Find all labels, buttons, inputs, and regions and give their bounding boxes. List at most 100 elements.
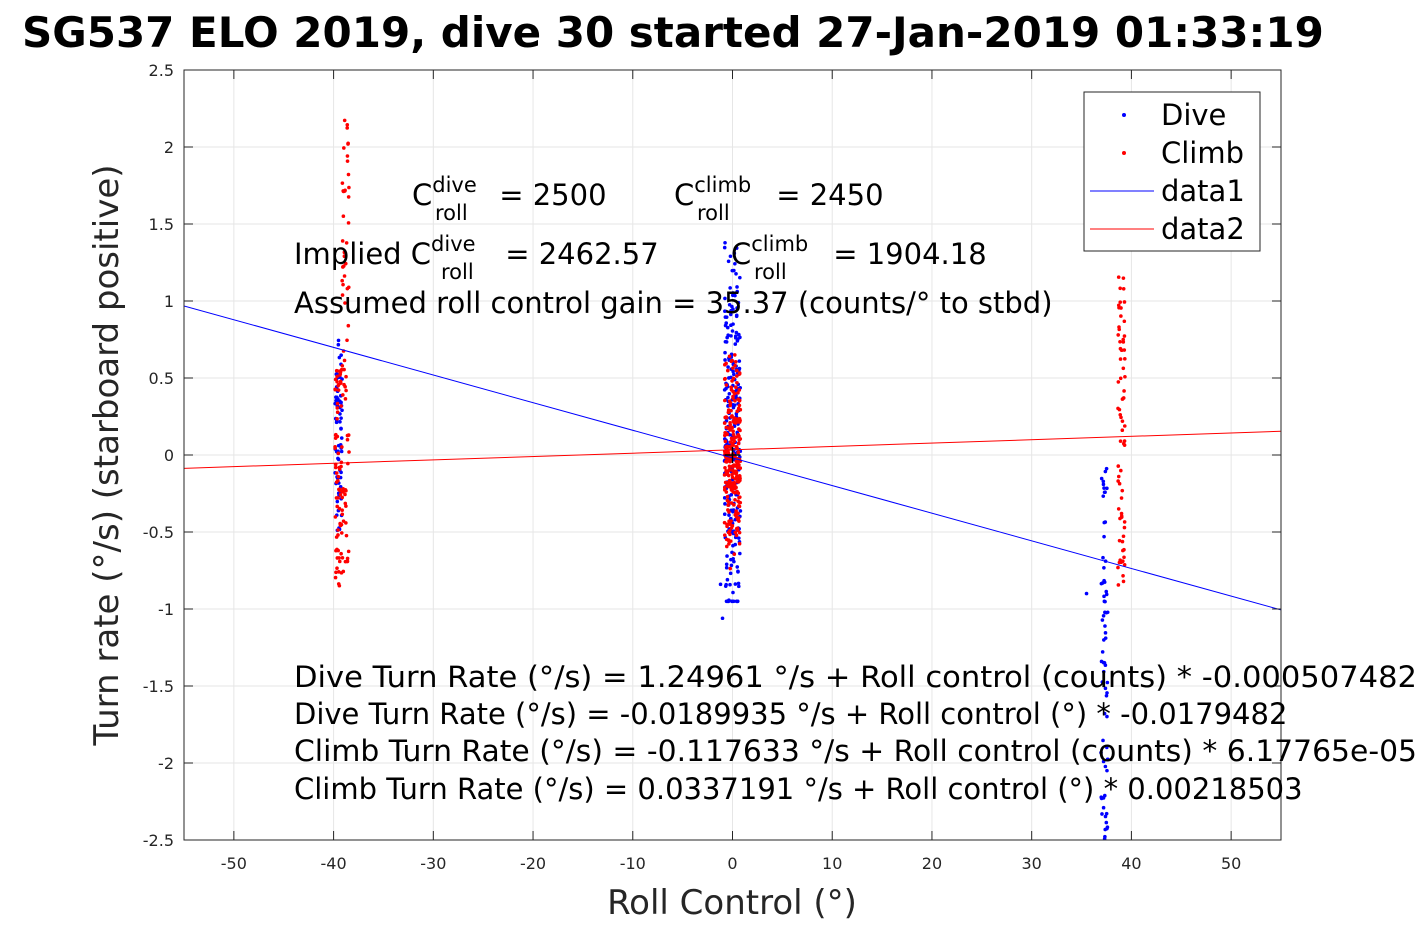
- scatter-point: [1100, 812, 1104, 816]
- scatter-point: [733, 542, 738, 547]
- scatter-point: [727, 391, 732, 396]
- scatter-point: [1103, 631, 1108, 635]
- scatter-point: [731, 307, 735, 311]
- scatter-point: [336, 478, 340, 483]
- scatter-point: [333, 575, 338, 580]
- scatter-point: [722, 496, 727, 500]
- scatter-point: [347, 450, 351, 454]
- scatter-point: [723, 439, 728, 444]
- scatter-point: [1119, 415, 1123, 420]
- scatter-point: [1101, 738, 1105, 743]
- scatter-point: [346, 285, 351, 290]
- scatter-point: [733, 416, 738, 421]
- scatter-point: [1100, 680, 1105, 684]
- scatter-point: [736, 511, 740, 516]
- scatter-point: [1099, 750, 1103, 755]
- y-tick-label: 0.5: [149, 369, 174, 388]
- scatter-point: [1122, 424, 1127, 428]
- scatter-point: [736, 450, 741, 455]
- scatter-point: [726, 473, 731, 478]
- c-roll-dive-sup: dive: [432, 173, 477, 197]
- x-tick-label: 10: [822, 854, 842, 873]
- scatter-point: [342, 118, 347, 123]
- scatter-point: [338, 379, 343, 384]
- scatter-point: [730, 475, 735, 480]
- scatter-point: [343, 492, 347, 497]
- scatter-point: [736, 465, 740, 469]
- scatter-point: [734, 271, 738, 276]
- scatter-point: [737, 332, 741, 337]
- scatter-point: [335, 395, 339, 400]
- scatter-point: [725, 494, 730, 499]
- scatter-point: [336, 456, 340, 461]
- scatter-point: [737, 519, 741, 523]
- scatter-point: [731, 429, 735, 434]
- scatter-point: [1116, 474, 1121, 479]
- scatter-point: [1122, 300, 1127, 304]
- legend-label-dive: Dive: [1161, 98, 1226, 132]
- scatter-point: [1118, 339, 1122, 344]
- scatter-point: [724, 456, 729, 460]
- scatter-point: [336, 474, 341, 479]
- scatter-point: [344, 374, 348, 379]
- scatter-point: [738, 428, 742, 433]
- scatter-point: [732, 372, 736, 377]
- scatter-point: [737, 366, 742, 371]
- scatter-point: [735, 409, 739, 414]
- scatter-point: [734, 246, 739, 250]
- scatter-point: [336, 388, 341, 392]
- chart-title: SG537 ELO 2019, dive 30 started 27-Jan-2…: [22, 8, 1324, 57]
- scatter-point: [737, 438, 742, 442]
- scatter-point: [736, 569, 740, 574]
- scatter-point: [340, 181, 345, 185]
- scatter-point: [727, 354, 732, 359]
- scatter-point: [725, 544, 729, 549]
- scatter-point: [736, 300, 741, 305]
- scatter-point: [733, 293, 737, 298]
- scatter-point: [731, 405, 736, 410]
- scatter-point: [731, 369, 735, 374]
- c-roll-climb-text: Cclimb roll = 2450: [674, 173, 884, 225]
- scatter-point: [345, 556, 350, 561]
- scatter-point: [730, 523, 735, 528]
- scatter-point: [1105, 714, 1109, 719]
- scatter-point: [724, 415, 729, 420]
- scatter-point: [735, 599, 740, 604]
- scatter-point: [729, 492, 734, 497]
- scatter-point: [728, 403, 733, 408]
- scatter-point: [1104, 694, 1109, 698]
- x-tick-label: 50: [1221, 854, 1241, 873]
- scatter-point: [1121, 534, 1126, 539]
- scatter-point: [1104, 589, 1109, 594]
- scatter-point: [1116, 565, 1120, 570]
- scatter-point: [734, 475, 739, 479]
- scatter-point: [1122, 520, 1127, 524]
- data-marks: [184, 118, 1281, 840]
- scatter-point: [722, 421, 727, 425]
- scatter-point: [730, 599, 734, 604]
- scatter-point: [343, 261, 348, 266]
- scatter-point: [735, 285, 739, 289]
- scatter-point: [722, 520, 727, 525]
- scatter-point: [1118, 286, 1122, 291]
- scatter-point: [1122, 319, 1127, 324]
- scatter-point: [343, 397, 348, 401]
- scatter-point: [1116, 275, 1121, 279]
- scatter-point: [336, 382, 341, 387]
- scatter-point: [725, 368, 730, 373]
- scatter-point: [337, 487, 342, 492]
- scatter-point: [735, 459, 739, 464]
- scatter-point: [346, 549, 351, 554]
- scatter-point: [340, 278, 344, 283]
- y-tick-label: 1: [164, 292, 174, 311]
- x-tick-label: -50: [221, 854, 247, 873]
- c-roll-dive-text: Cdive roll = 2500: [412, 173, 607, 225]
- scatter-point: [345, 154, 350, 158]
- scatter-point: [724, 562, 729, 567]
- scatter-point: [735, 526, 740, 531]
- c-roll-climb-value: = 2450: [767, 178, 884, 212]
- scatter-point: [1101, 555, 1105, 560]
- scatter-point: [737, 420, 742, 424]
- scatter-point: [726, 333, 730, 338]
- scatter-point: [734, 435, 739, 439]
